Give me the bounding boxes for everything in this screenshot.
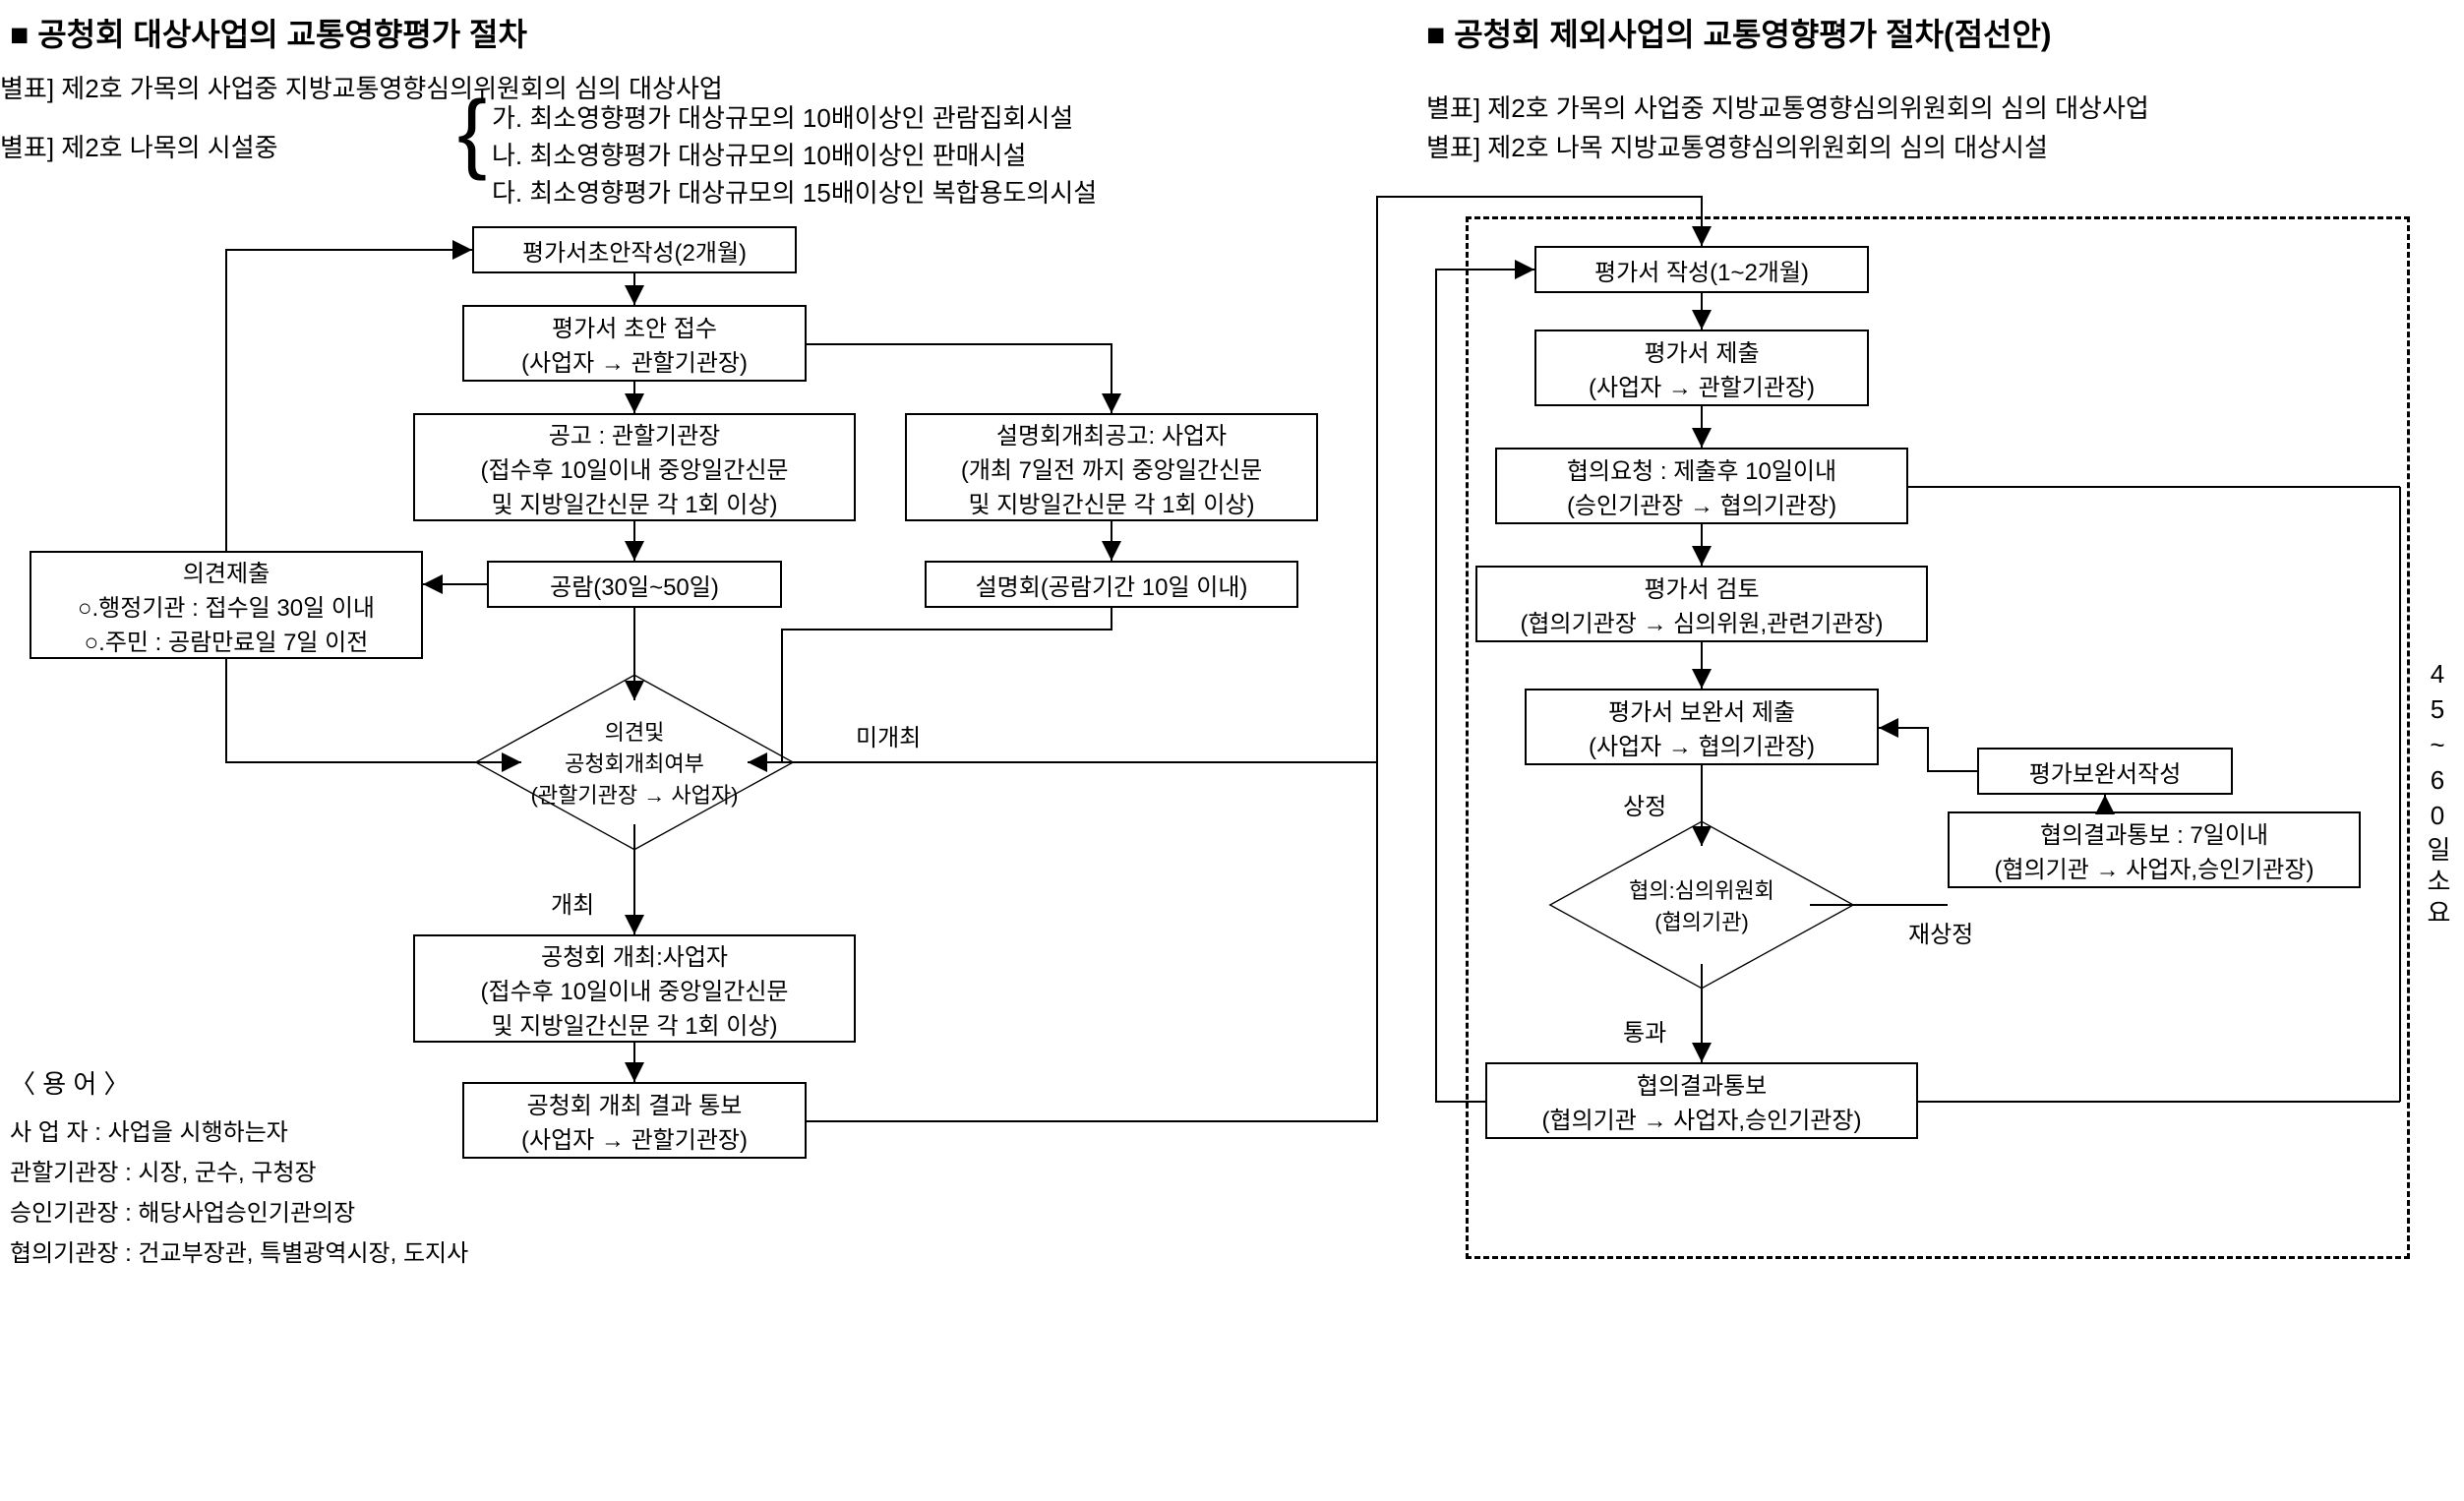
rbox-side2-l2: (협의기관 → 사업자,승인기관장) [1995, 850, 2314, 884]
right-sub1: 별표] 제2호 가목의 사업중 지방교통영향심의위원회의 심의 대상사업 [1426, 89, 2149, 125]
box-briefing-ann-l2: (개최 7일전 까지 중앙일간신문 [961, 450, 1262, 485]
rbox-final: 협의결과통보 (협의기관 → 사업자,승인기관장) [1485, 1062, 1918, 1139]
rbox-submit-l2: (사업자 → 관할기관장) [1589, 368, 1815, 402]
box-public-view-text: 공람(30일~50일) [550, 568, 719, 602]
box-opinion-l1: 의견제출 [183, 554, 270, 588]
box-hearing-hold-l3: 및 지방일간신문 각 1회 이상) [492, 1006, 778, 1041]
glossary-g1: 사 업 자 : 사업을 시행하는자 [10, 1113, 468, 1154]
rbox-final-l1: 협의결과통보 [1637, 1066, 1767, 1101]
box-opinion: 의견제출 ○.행정기관 : 접수일 30일 이내 ○.주민 : 공람만료일 7일… [30, 551, 423, 659]
diamond-hearing-l2: 공청회개최여부 [565, 747, 704, 778]
box-announce-l1: 공고 : 관할기관장 [549, 416, 721, 450]
glossary-g3: 승인기관장 : 해당사업승인기관의장 [10, 1194, 468, 1234]
diamond-consult: 협의:심의위원회 (협의기관) [1593, 797, 1810, 1013]
diamond-hearing-l3: (관할기관장 → 사업자) [531, 778, 739, 810]
box-draft-text: 평가서초안작성(2개월) [522, 233, 747, 268]
rbox-consult-req: 협의요청 : 제출후 10일이내 (승인기관장 → 협의기관장) [1495, 448, 1908, 524]
left-sub2b: 나. 최소영향평가 대상규모의 10배이상인 판매시설 [492, 136, 1026, 172]
right-title: ■ 공청회 제외사업의 교통영향평가 절차(점선안) [1426, 10, 2052, 55]
box-briefing-text: 설명회(공람기간 10일 이내) [976, 568, 1248, 602]
label-re: 재상정 [1908, 915, 1973, 949]
box-announce-l2: (접수후 10일이내 중앙일간신문 [481, 450, 789, 485]
rbox-side1-text: 평가보완서작성 [2029, 754, 2182, 789]
label-noopen: 미개최 [856, 718, 921, 752]
box-briefing-ann-l1: 설명회개최공고: 사업자 [996, 416, 1227, 450]
glossary-g2: 관할기관장 : 시장, 군수, 구청장 [10, 1154, 468, 1194]
rbox-write-text: 평가서 작성(1~2개월) [1594, 253, 1809, 287]
box-briefing-ann: 설명회개최공고: 사업자 (개최 7일전 까지 중앙일간신문 및 지방일간신문 … [905, 413, 1318, 521]
diamond-consult-l2: (협의기관) [1654, 905, 1749, 936]
box-result-notify-l1: 공청회 개최 결과 통보 [527, 1086, 743, 1120]
rbox-supplement: 평가서 보완서 제출 (사업자 → 협의기관장) [1525, 689, 1879, 765]
label-pass: 통과 [1623, 1013, 1666, 1048]
box-announce: 공고 : 관할기관장 (접수후 10일이내 중앙일간신문 및 지방일간신문 각 … [413, 413, 856, 521]
box-receive: 평가서 초안 접수 (사업자 → 관할기관장) [462, 305, 807, 382]
box-result-notify: 공청회 개최 결과 통보 (사업자 → 관할기관장) [462, 1082, 807, 1159]
right-sub2: 별표] 제2호 나목 지방교통영향심의위원회의 심의 대상시설 [1426, 128, 2048, 164]
rbox-review-l2: (협의기관장 → 심의위원,관련기관장) [1520, 604, 1883, 638]
box-hearing-hold: 공청회 개최:사업자 (접수후 10일이내 중앙일간신문 및 지방일간신문 각 … [413, 934, 856, 1043]
rbox-submit-l1: 평가서 제출 [1644, 333, 1759, 368]
left-sub2c: 다. 최소영향평가 대상규모의 15배이상인 복합용도의시설 [492, 173, 1097, 210]
glossary-hd: 〈 용 어 〉 [10, 1062, 468, 1106]
rbox-submit: 평가서 제출 (사업자 → 관할기관장) [1534, 330, 1869, 406]
box-briefing: 설명회(공람기간 10일 이내) [925, 561, 1298, 608]
diamond-hearing: 의견및 공청회개최여부 (관할기관장 → 사업자) [521, 649, 748, 875]
rbox-write: 평가서 작성(1~2개월) [1534, 246, 1869, 293]
left-sub2: 별표] 제2호 나목의 시설중 [0, 128, 278, 164]
rbox-final-l2: (협의기관 → 사업자,승인기관장) [1542, 1101, 1862, 1135]
rbox-review: 평가서 검토 (협의기관장 → 심의위원,관련기관장) [1475, 566, 1928, 642]
glossary: 〈 용 어 〉 사 업 자 : 사업을 시행하는자 관할기관장 : 시장, 군수… [10, 1062, 468, 1274]
vertical-duration: 45~60일소요 [2420, 659, 2456, 931]
left-title: ■ 공청회 대상사업의 교통영향평가 절차 [10, 10, 527, 55]
rbox-review-l1: 평가서 검토 [1644, 570, 1759, 604]
rbox-consult-req-l1: 협의요청 : 제출후 10일이내 [1567, 451, 1836, 486]
box-opinion-l2: ○.행정기관 : 접수일 30일 이내 [78, 588, 375, 623]
box-opinion-l3: ○.주민 : 공람만료일 7일 이전 [85, 623, 369, 657]
glossary-g4: 협의기관장 : 건교부장관, 특별광역시장, 도지사 [10, 1234, 468, 1275]
box-receive-l1: 평가서 초안 접수 [552, 309, 717, 343]
diamond-consult-l1: 협의:심의위원회 [1629, 873, 1774, 905]
rbox-side2: 협의결과통보 : 7일이내 (협의기관 → 사업자,승인기관장) [1948, 811, 2361, 888]
box-hearing-hold-l2: (접수후 10일이내 중앙일간신문 [481, 972, 789, 1006]
label-up: 상정 [1623, 787, 1666, 821]
brace-icon: { [457, 89, 487, 177]
box-announce-l3: 및 지방일간신문 각 1회 이상) [492, 485, 778, 519]
box-briefing-ann-l3: 및 지방일간신문 각 1회 이상) [969, 485, 1255, 519]
box-public-view: 공람(30일~50일) [487, 561, 782, 608]
rbox-supplement-l2: (사업자 → 협의기관장) [1589, 727, 1815, 761]
rbox-consult-req-l2: (승인기관장 → 협의기관장) [1567, 486, 1836, 520]
box-hearing-hold-l1: 공청회 개최:사업자 [541, 937, 728, 972]
label-open: 개최 [551, 885, 594, 920]
left-sub2a: 가. 최소영향평가 대상규모의 10배이상인 관람집회시설 [492, 98, 1073, 135]
box-receive-l2: (사업자 → 관할기관장) [521, 343, 748, 378]
rbox-side2-l1: 협의결과통보 : 7일이내 [2040, 815, 2268, 850]
rbox-side1: 평가보완서작성 [1977, 748, 2233, 795]
box-result-notify-l2: (사업자 → 관할기관장) [521, 1120, 748, 1155]
rbox-supplement-l1: 평가서 보완서 제출 [1608, 692, 1795, 727]
box-draft: 평가서초안작성(2개월) [472, 226, 797, 273]
diamond-hearing-l1: 의견및 [605, 715, 665, 747]
